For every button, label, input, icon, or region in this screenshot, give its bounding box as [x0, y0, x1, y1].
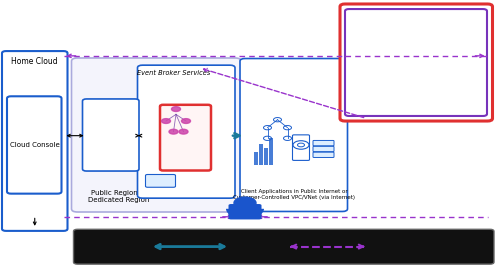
Text: Public Region or
Dedicated Region: Public Region or Dedicated Region	[88, 190, 150, 203]
Text: Event Broker Services: Event Broker Services	[138, 70, 210, 76]
FancyBboxPatch shape	[313, 140, 334, 146]
Circle shape	[179, 129, 188, 134]
FancyBboxPatch shape	[345, 9, 487, 116]
Wedge shape	[226, 208, 264, 219]
FancyBboxPatch shape	[160, 105, 211, 171]
Circle shape	[169, 129, 178, 134]
FancyBboxPatch shape	[313, 146, 334, 152]
Circle shape	[234, 197, 256, 209]
FancyBboxPatch shape	[240, 59, 348, 211]
FancyBboxPatch shape	[7, 96, 62, 194]
FancyBboxPatch shape	[74, 229, 494, 264]
FancyBboxPatch shape	[82, 99, 139, 171]
FancyBboxPatch shape	[292, 135, 310, 160]
Bar	[259, 144, 262, 165]
FancyBboxPatch shape	[313, 152, 334, 157]
FancyBboxPatch shape	[2, 51, 68, 231]
Text: Home Cloud: Home Cloud	[11, 57, 58, 66]
FancyBboxPatch shape	[340, 4, 492, 121]
FancyBboxPatch shape	[72, 58, 241, 212]
Text: Central
Monitoring Service: Central Monitoring Service	[368, 54, 464, 73]
FancyBboxPatch shape	[138, 65, 235, 198]
Circle shape	[182, 119, 190, 123]
FancyBboxPatch shape	[146, 174, 176, 187]
Text: Cloud Console: Cloud Console	[10, 142, 59, 148]
Bar	[269, 138, 272, 165]
Bar	[264, 148, 268, 165]
Text: Client Applications in Public Internet or
Customer-Controlled VPC/VNet (via Inte: Client Applications in Public Internet o…	[233, 189, 355, 200]
Text: Mission
Control
Agent: Mission Control Agent	[98, 125, 124, 145]
Circle shape	[172, 107, 180, 111]
Bar	[254, 152, 258, 165]
Circle shape	[162, 119, 170, 123]
FancyBboxPatch shape	[228, 204, 262, 219]
